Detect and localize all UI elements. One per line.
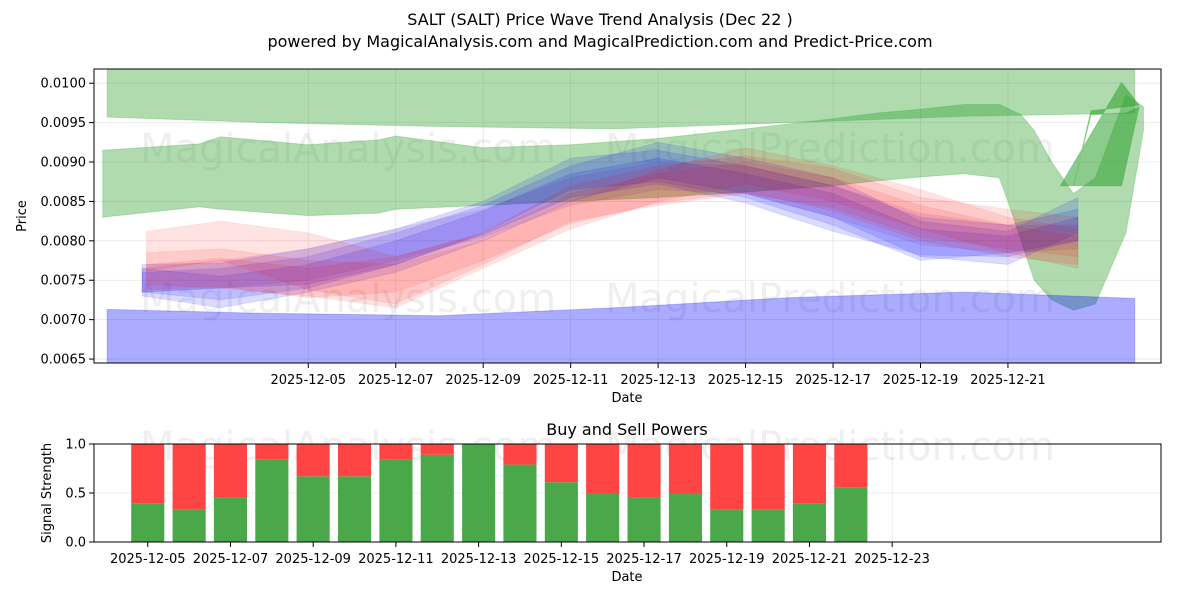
price-x-tick-label: 2025-12-09 bbox=[445, 373, 521, 388]
chart-title-line-1: SALT (SALT) Price Wave Trend Analysis (D… bbox=[407, 10, 792, 29]
band-purple-wave bbox=[141, 161, 1079, 293]
buy-bar bbox=[544, 482, 578, 542]
power-x-tick-label: 2025-12-11 bbox=[358, 552, 434, 567]
watermark-prediction-top: MagicalPrediction.com bbox=[605, 126, 1055, 172]
buy-bar bbox=[213, 497, 247, 542]
power-x-tick-label: 2025-12-23 bbox=[854, 552, 930, 567]
band-blue-wave-2 bbox=[141, 141, 1079, 309]
sell-bar bbox=[213, 444, 247, 498]
power-x-axis-label: Date bbox=[611, 570, 642, 585]
power-y-tick-label: 1.0 bbox=[65, 438, 86, 453]
power-x-tick-label: 2025-12-13 bbox=[441, 552, 517, 567]
price-plot-frame bbox=[93, 68, 1162, 364]
power-y-axis-label: Signal Strength bbox=[40, 443, 55, 543]
buy-bar bbox=[255, 459, 289, 542]
price-watermarks: MagicalAnalysis.com MagicalPrediction.co… bbox=[140, 126, 1055, 322]
power-x-tick-label: 2025-12-17 bbox=[606, 552, 682, 567]
price-x-tick-label: 2025-12-15 bbox=[708, 373, 784, 388]
price-x-tick-label: 2025-12-07 bbox=[358, 373, 434, 388]
power-bars bbox=[131, 444, 868, 542]
price-y-tick-label: 0.0100 bbox=[41, 77, 87, 92]
power-x-tick-label: 2025-12-15 bbox=[524, 552, 600, 567]
power-y-tick-label: 0.0 bbox=[65, 536, 86, 551]
band-blue-wave-1 bbox=[141, 149, 1079, 293]
power-x-ticks: 2025-12-05 2025-12-07 2025-12-09 2025-12-11… bbox=[110, 542, 930, 567]
buy-bar bbox=[834, 487, 868, 542]
power-x-tick-label: 2025-12-19 bbox=[689, 552, 765, 567]
price-panel: MagicalAnalysis.com MagicalPrediction.co… bbox=[15, 68, 1162, 406]
watermark-analysis-top: MagicalAnalysis.com bbox=[140, 126, 556, 172]
power-y-tick-label: 0.5 bbox=[65, 487, 86, 502]
price-y-tick-label: 0.0085 bbox=[41, 195, 87, 210]
sell-bar bbox=[131, 444, 165, 504]
sell-bar bbox=[503, 444, 537, 465]
buy-bar bbox=[627, 497, 661, 542]
sell-bar bbox=[792, 444, 826, 504]
band-red-wave-3 bbox=[146, 161, 1079, 299]
power-y-ticks: 0.0 0.5 1.0 bbox=[65, 438, 94, 551]
power-chart-title: Buy and Sell Powers bbox=[546, 420, 708, 439]
price-bands bbox=[102, 69, 1144, 363]
band-green-spike bbox=[1059, 81, 1140, 187]
power-x-tick-label: 2025-12-05 bbox=[110, 552, 186, 567]
price-x-tick-label: 2025-12-21 bbox=[970, 373, 1046, 388]
power-x-tick-label: 2025-12-07 bbox=[193, 552, 269, 567]
price-x-axis-label: Date bbox=[611, 391, 642, 406]
sell-bar bbox=[420, 444, 454, 455]
price-grid bbox=[94, 69, 1161, 363]
sell-bar bbox=[751, 444, 785, 510]
buy-bar bbox=[131, 503, 165, 542]
price-x-tick-label: 2025-12-11 bbox=[533, 373, 609, 388]
sell-bar bbox=[834, 444, 868, 488]
watermark-analysis-bottom: MagicalAnalysis.com bbox=[140, 276, 556, 322]
price-y-tick-label: 0.0095 bbox=[41, 116, 87, 131]
sell-bar bbox=[668, 444, 702, 493]
buy-bar bbox=[792, 503, 826, 542]
buy-bar bbox=[710, 509, 744, 542]
buy-bar bbox=[462, 444, 496, 542]
power-x-tick-label: 2025-12-09 bbox=[275, 552, 351, 567]
buy-bar bbox=[503, 464, 537, 542]
band-red-wave-1 bbox=[146, 155, 1079, 305]
power-x-tick-label: 2025-12-21 bbox=[772, 552, 848, 567]
price-y-axis-label: Price bbox=[15, 200, 30, 232]
sell-bar bbox=[544, 444, 578, 483]
price-y-tick-label: 0.0080 bbox=[41, 234, 87, 249]
price-y-ticks: 0.0065 0.0070 0.0075 0.0080 0.0085 0.0090 0.00… bbox=[41, 77, 94, 368]
price-x-ticks: 2025-12-05 2025-12-07 2025-12-09 2025-12-11… bbox=[270, 363, 1046, 388]
price-x-tick-label: 2025-12-05 bbox=[270, 373, 346, 388]
price-y-tick-label: 0.0065 bbox=[41, 353, 87, 368]
chart-title-line-2: powered by MagicalAnalysis.com and Magic… bbox=[267, 32, 932, 51]
buy-bar bbox=[338, 476, 372, 542]
sell-bar bbox=[379, 444, 413, 460]
band-blue-wave-3 bbox=[141, 157, 1079, 301]
sell-bar bbox=[338, 444, 372, 477]
sell-bar bbox=[255, 444, 289, 460]
sell-bar bbox=[586, 444, 620, 493]
band-red-wave-2 bbox=[146, 147, 1079, 309]
buy-bar bbox=[296, 476, 330, 542]
buy-bar bbox=[379, 459, 413, 542]
sell-bar bbox=[627, 444, 661, 498]
watermark-prediction-bottom: MagicalPrediction.com bbox=[605, 276, 1055, 322]
price-x-tick-label: 2025-12-19 bbox=[883, 373, 959, 388]
power-panel: Buy and Sell Powers MagicalAnalysis.com … bbox=[40, 420, 1162, 585]
sell-bar bbox=[710, 444, 744, 510]
sell-bar bbox=[172, 444, 206, 510]
buy-bar bbox=[586, 493, 620, 542]
price-x-tick-label: 2025-12-13 bbox=[620, 373, 696, 388]
buy-bar bbox=[172, 509, 206, 542]
price-x-tick-label: 2025-12-17 bbox=[795, 373, 871, 388]
band-green-mid bbox=[102, 94, 1144, 311]
band-blue-bottom bbox=[106, 291, 1136, 363]
buy-bar bbox=[668, 493, 702, 542]
price-y-tick-label: 0.0090 bbox=[41, 156, 87, 171]
price-y-tick-label: 0.0070 bbox=[41, 313, 87, 328]
price-y-tick-label: 0.0075 bbox=[41, 274, 87, 289]
sell-bar bbox=[296, 444, 330, 477]
buy-bar bbox=[420, 454, 454, 542]
buy-bar bbox=[751, 509, 785, 542]
